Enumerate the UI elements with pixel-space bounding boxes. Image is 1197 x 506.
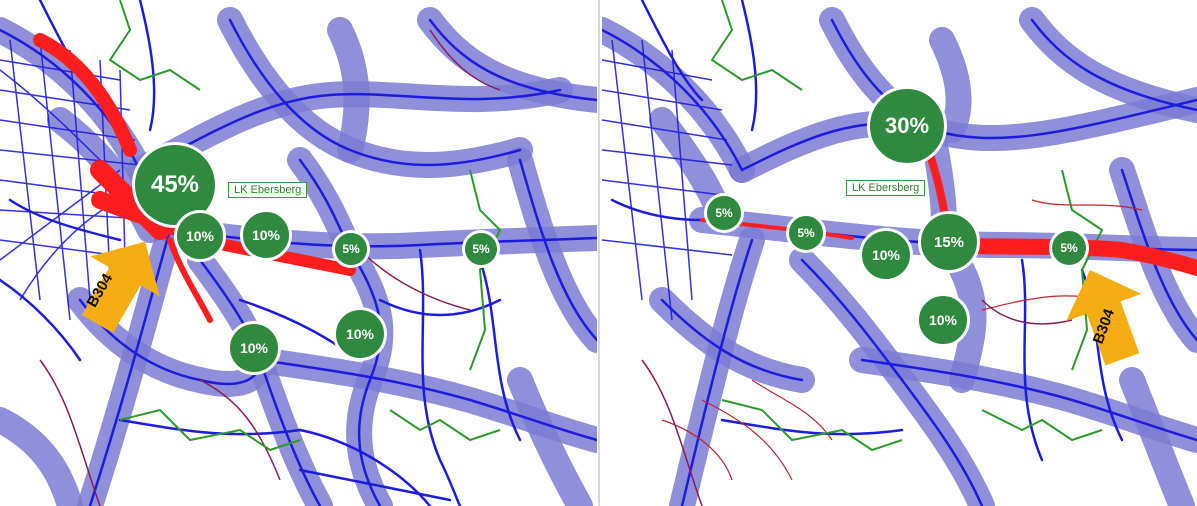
region-label: LK Ebersberg (846, 180, 926, 196)
share-bubble-10: 10% (174, 210, 226, 262)
panel-divider (598, 0, 600, 506)
left-map-panel[interactable]: LK Ebersberg B304 45% 10% 10% 5% 5% 10% … (0, 0, 597, 506)
share-bubble-10: 10% (916, 293, 970, 347)
share-bubble-5: 5% (332, 230, 370, 268)
share-bubble-10: 10% (333, 307, 387, 361)
share-bubble-10: 10% (240, 209, 292, 261)
share-bubble-5: 5% (786, 213, 826, 253)
share-bubble-30: 30% (867, 86, 947, 166)
share-bubble-5: 5% (462, 230, 500, 268)
share-bubble-10: 10% (859, 228, 913, 282)
left-road-network (0, 0, 597, 506)
region-label: LK Ebersberg (228, 182, 308, 198)
b304-arrow-icon (1065, 270, 1142, 366)
right-map-panel[interactable]: LK Ebersberg B304 30% 5% 5% 10% 15% 5% 1… (602, 0, 1197, 506)
share-bubble-15: 15% (918, 211, 980, 273)
share-bubble-45: 45% (132, 142, 218, 228)
share-bubble-10: 10% (227, 321, 281, 375)
share-bubble-5: 5% (1049, 228, 1089, 268)
share-bubble-5: 5% (704, 193, 744, 233)
b304-arrow-icon (81, 241, 160, 333)
